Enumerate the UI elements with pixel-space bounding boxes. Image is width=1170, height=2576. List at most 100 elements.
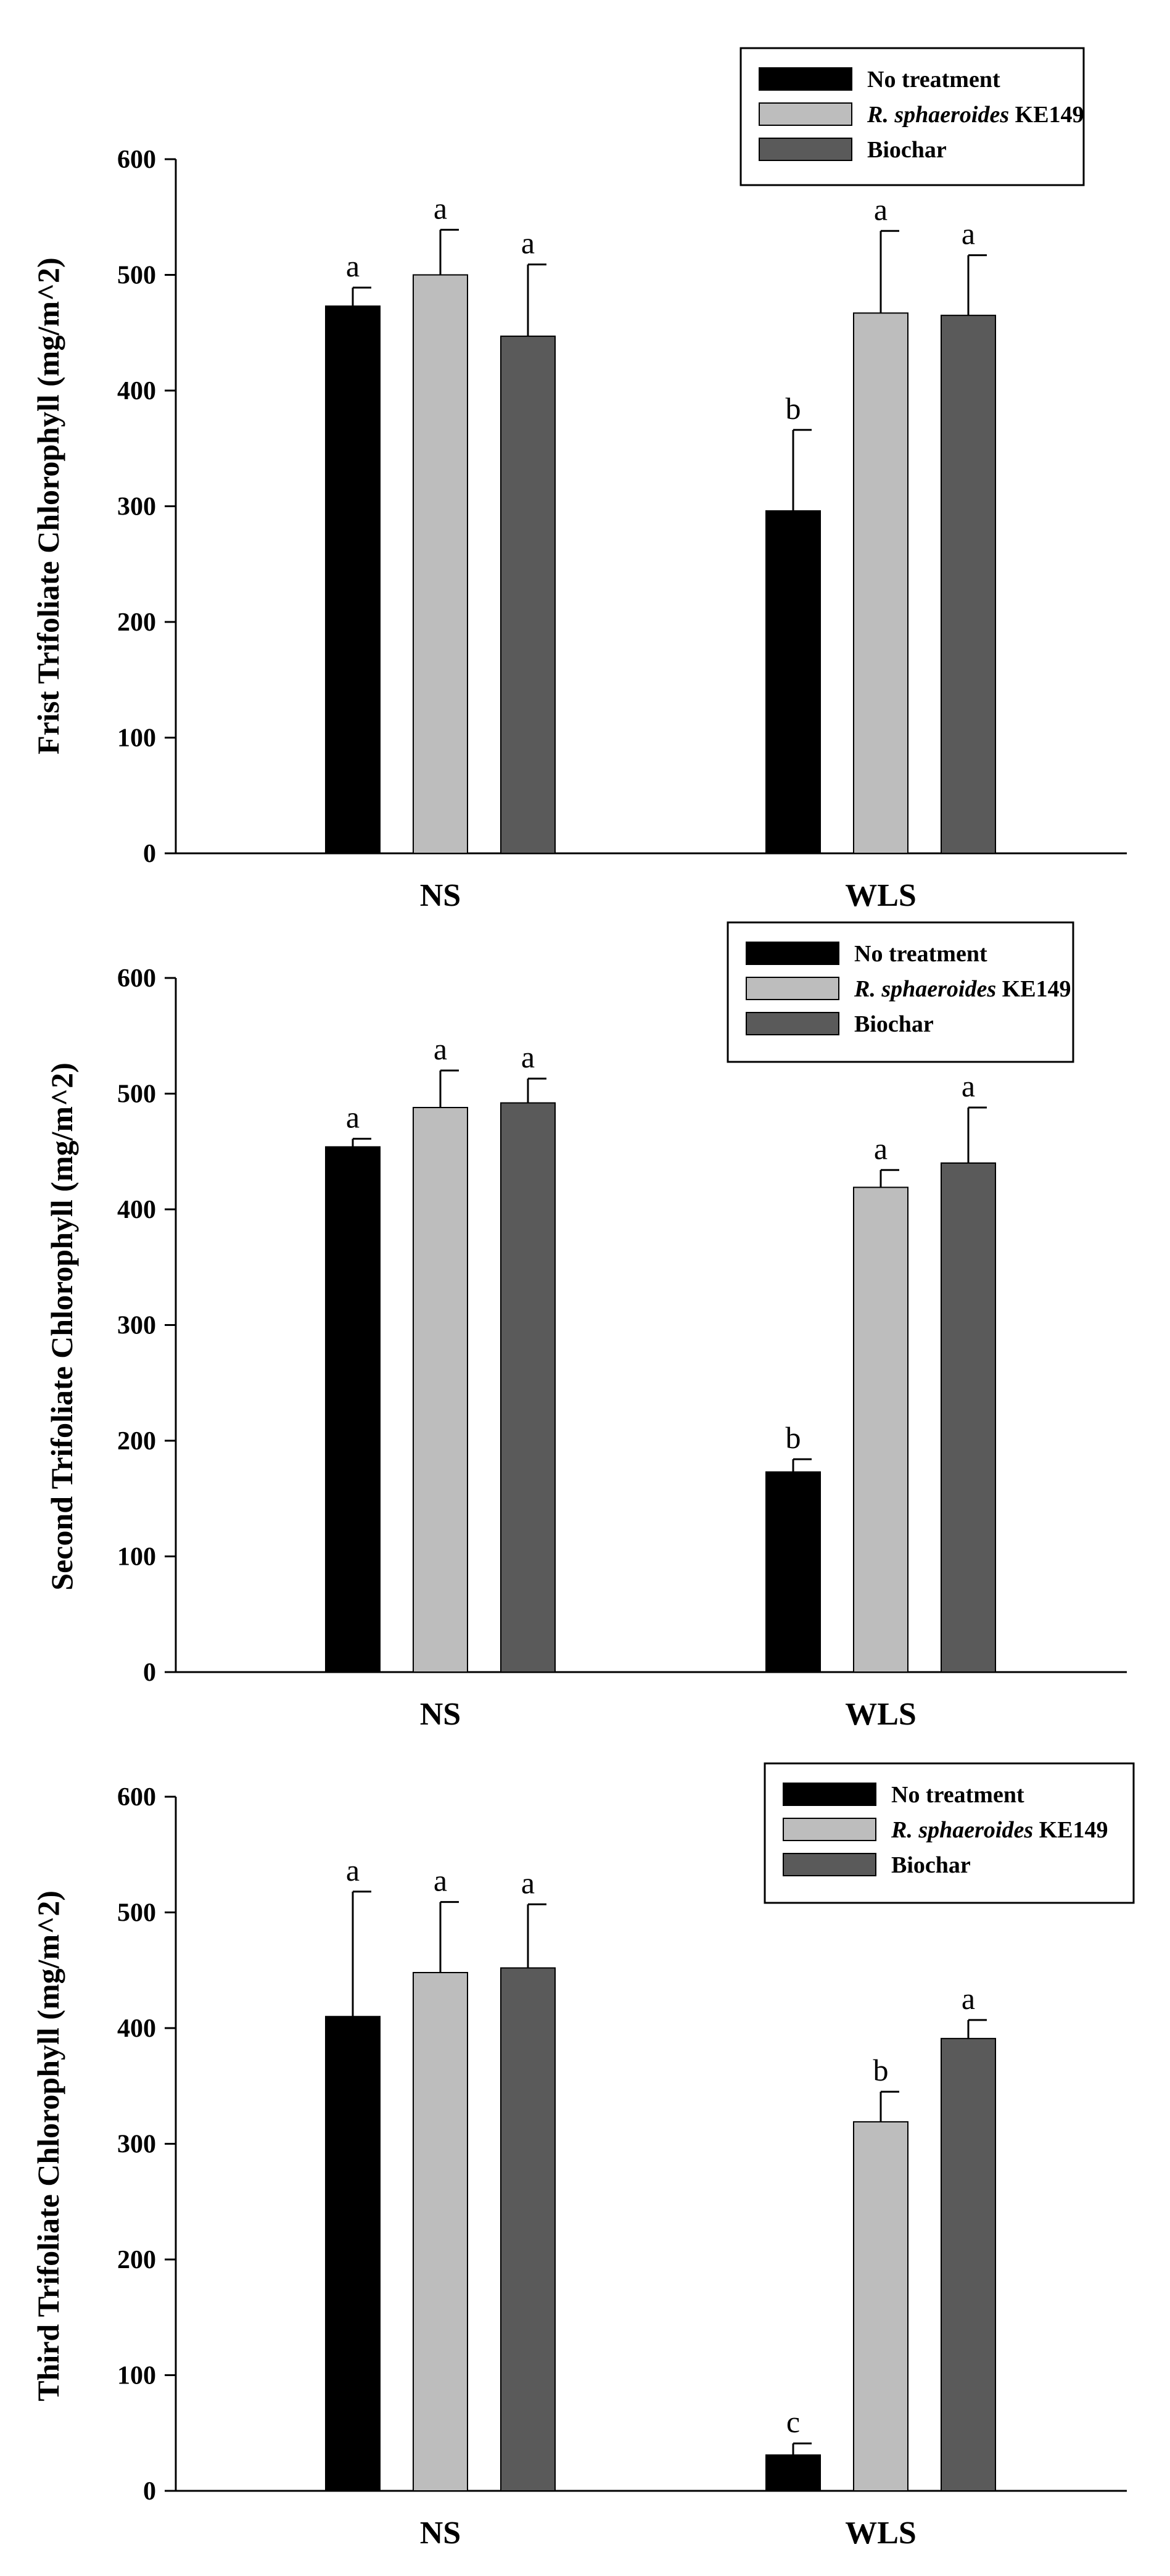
y-tick-label: 500 <box>117 1080 156 1109</box>
significance-letter: c <box>786 2404 800 2439</box>
legend: No treatment R. sphaeroides KE149 Biochar <box>739 47 1085 186</box>
y-tick-label: 600 <box>117 964 156 993</box>
bar <box>325 2016 381 2491</box>
bar <box>325 1146 381 1673</box>
legend-label: R. sphaeroides KE149 <box>867 102 1084 128</box>
bar <box>325 305 381 854</box>
legend-label-text: No treatment <box>891 1782 1024 1808</box>
y-axis-title: Third Trifoliate Chlorophyll (mg/m^2) <box>31 1891 65 2401</box>
significance-letter: a <box>346 1853 360 1887</box>
bar <box>413 274 468 854</box>
legend-label-italic: R. sphaeroides <box>854 976 996 1002</box>
legend-label: R. sphaeroides KE149 <box>891 1817 1108 1843</box>
chart-panel-2: 0 100 200 300 400 500 600 NS WLS Second Trifoliat… <box>44 921 1127 1732</box>
y-tick-label: 400 <box>117 1196 156 1224</box>
x-category-label: NS <box>420 2516 461 2551</box>
legend-label: Biochar <box>867 137 947 163</box>
y-tick-label: 300 <box>117 2131 156 2159</box>
legend-swatch <box>746 942 839 965</box>
y-tick-label: 200 <box>117 2246 156 2274</box>
significance-letter: a <box>521 226 535 260</box>
x-category-label: WLS <box>845 2516 917 2551</box>
y-tick-label: 200 <box>117 1427 156 1456</box>
bar <box>765 510 821 854</box>
legend-swatch <box>759 102 852 126</box>
legend-label-italic: R. sphaeroides <box>867 102 1009 128</box>
significance-letter: b <box>873 2053 889 2087</box>
bar <box>941 315 996 854</box>
significance-letter: a <box>874 1131 888 1166</box>
y-tick-label: 600 <box>117 146 156 174</box>
significance-letter: a <box>346 1100 360 1135</box>
legend-swatch <box>759 67 852 91</box>
significance-letter: b <box>786 1420 801 1455</box>
bar <box>765 2454 821 2491</box>
significance-letter: a <box>962 217 975 251</box>
x-category-label: WLS <box>845 1697 917 1732</box>
y-tick-label: 100 <box>117 724 156 753</box>
legend-label-text: Biochar <box>854 1011 934 1037</box>
significance-letter: a <box>962 1981 975 2016</box>
significance-letter: b <box>786 391 801 426</box>
bar <box>500 1102 556 1673</box>
y-tick-label: 300 <box>117 493 156 521</box>
legend-label-text: No treatment <box>854 941 987 967</box>
x-category-label: WLS <box>845 878 917 913</box>
y-tick-label: 0 <box>143 2477 156 2506</box>
legend-swatch <box>746 977 839 1000</box>
legend-label-text: No treatment <box>867 67 1000 93</box>
bar <box>765 1471 821 1673</box>
y-tick-label: 100 <box>117 1543 156 1572</box>
legend-label-text: KE149 <box>1009 102 1084 128</box>
legend: No treatment R. sphaeroides KE149 Biochar <box>727 921 1074 1063</box>
y-tick-label: 400 <box>117 2015 156 2043</box>
legend-swatch <box>783 1818 876 1841</box>
bar <box>413 1972 468 2491</box>
legend-label-italic: R. sphaeroides <box>891 1817 1033 1843</box>
legend-label-text: KE149 <box>1033 1817 1108 1843</box>
legend-swatch <box>746 1012 839 1035</box>
legend-swatch <box>783 1783 876 1806</box>
legend-label: R. sphaeroides KE149 <box>854 976 1071 1002</box>
bar <box>853 2121 908 2491</box>
legend-swatch <box>783 1853 876 1876</box>
chart-panel-3: 0 100 200 300 400 500 600 NS WLS Third Trifoliate… <box>31 1762 1135 2551</box>
y-tick-label: 0 <box>143 840 156 868</box>
significance-letter: a <box>434 1032 447 1066</box>
legend-label-text: Biochar <box>867 137 947 163</box>
legend-label-text: KE149 <box>996 976 1071 1002</box>
bar <box>941 1162 996 1673</box>
significance-letter: a <box>434 1863 447 1898</box>
bar <box>853 312 908 854</box>
legend-label: No treatment <box>867 67 1000 93</box>
significance-letter: a <box>521 1040 535 1074</box>
significance-letter: a <box>434 191 447 225</box>
bar <box>500 1967 556 2491</box>
chart-panel-1: 0 100 200 300 400 500 600 NS WLS Frist Trifoliate… <box>31 47 1127 913</box>
legend-label: Biochar <box>891 1852 971 1878</box>
legend-label: No treatment <box>891 1782 1024 1808</box>
legend-swatch <box>759 138 852 161</box>
y-tick-label: 100 <box>117 2362 156 2390</box>
legend-label-text: Biochar <box>891 1852 971 1878</box>
y-axis-title: Second Trifoliate Chlorophyll (mg/m^2) <box>44 1062 79 1590</box>
y-tick-label: 0 <box>143 1659 156 1687</box>
y-tick-label: 600 <box>117 1783 156 1812</box>
legend-label: Biochar <box>854 1011 934 1037</box>
y-tick-label: 500 <box>117 1899 156 1928</box>
legend-label: No treatment <box>854 941 987 967</box>
bar <box>413 1107 468 1673</box>
significance-letter: a <box>346 249 360 283</box>
significance-letter: a <box>521 1865 535 1900</box>
y-axis-title: Frist Trifoliate Chlorophyll (mg/m^2) <box>31 257 65 754</box>
y-tick-label: 400 <box>117 377 156 405</box>
bar <box>941 2037 996 2491</box>
significance-letter: a <box>874 192 888 226</box>
bar <box>500 335 556 854</box>
y-tick-label: 300 <box>117 1312 156 1340</box>
y-tick-label: 200 <box>117 608 156 637</box>
x-category-label: NS <box>420 878 461 913</box>
y-tick-label: 500 <box>117 262 156 290</box>
legend: No treatment R. sphaeroides KE149 Biochar <box>764 1762 1135 1904</box>
